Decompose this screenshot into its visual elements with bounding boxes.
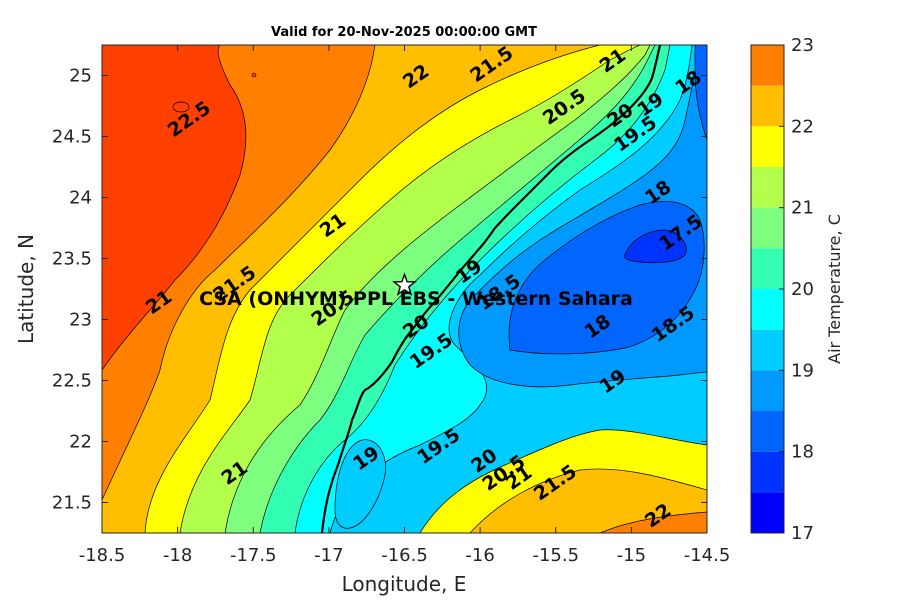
x-tick-label: -17 [314, 545, 343, 566]
colorbar-tick-label: 21 [791, 198, 814, 219]
colorbar-segment [751, 248, 784, 289]
y-tick-label: 23.5 [52, 249, 92, 270]
band-18.5-19-blob [334, 439, 386, 529]
station-annotation: CSA (ONHYM) PPL EBS - Western Sahara [199, 288, 633, 310]
contour-field [102, 45, 707, 533]
x-tick-label: -15.5 [532, 545, 579, 566]
x-tick-label: -18.5 [79, 545, 126, 566]
y-axis: 21.5 22 22.5 23 23.5 24 24.5 25 [52, 66, 707, 514]
y-tick-label: 22.5 [52, 371, 92, 392]
warm-dot [251, 72, 257, 78]
x-tick-label: -14.5 [684, 545, 731, 566]
y-tick-label: 24.5 [52, 127, 92, 148]
colorbar-segment [751, 451, 784, 493]
colorbar-segment [751, 411, 784, 452]
colorbar-segment [751, 126, 784, 167]
x-tick-label: -16 [465, 545, 494, 566]
y-tick-label: 25 [69, 66, 92, 87]
colorbar-segment [751, 85, 784, 127]
x-axis-label: Longitude, E [342, 572, 467, 596]
warm-spot [172, 101, 190, 113]
colorbar-tick-label: 22 [791, 116, 814, 137]
colorbar-segment [751, 207, 784, 249]
colorbar: 17 18 19 20 21 22 23 [750, 35, 814, 544]
x-axis: -18.5 -18 -17.5 -17 -16.5 -16 -15.5 -15 -14.5 [79, 45, 731, 566]
colorbar-tick-label: 17 [791, 523, 814, 544]
x-tick-label: -17.5 [230, 545, 277, 566]
colorbar-tick-label: 20 [791, 279, 814, 300]
station-star-marker [392, 272, 417, 296]
colorbar-segment [751, 289, 784, 330]
x-tick-label: -16.5 [381, 545, 428, 566]
x-tick-label: -15 [617, 545, 646, 566]
coastline [320, 45, 662, 533]
colorbar-segment [751, 45, 784, 86]
y-tick-label: 24 [69, 188, 92, 209]
colorbar-tick-label: 19 [791, 360, 814, 381]
colorbar-segment [751, 370, 784, 411]
y-tick-label: 22 [69, 432, 92, 453]
chart-title: Valid for 20-Nov-2025 00:00:00 GMT [271, 25, 537, 40]
colorbar-tick-label: 18 [791, 442, 814, 463]
x-tick-label: -18 [163, 545, 192, 566]
y-tick-label: 21.5 [52, 493, 92, 514]
colorbar-label: Air Temperature, C [825, 214, 844, 364]
y-axis-label: Latitude, N [14, 234, 38, 344]
colorbar-segment [751, 167, 784, 208]
band-17-17.5 [624, 229, 687, 264]
y-tick-label: 23 [69, 310, 92, 331]
colorbar-tick-label: 23 [791, 35, 814, 56]
band-south-warmer [469, 468, 707, 533]
colorbar-segment [751, 492, 784, 533]
colorbar-segment [751, 329, 784, 371]
